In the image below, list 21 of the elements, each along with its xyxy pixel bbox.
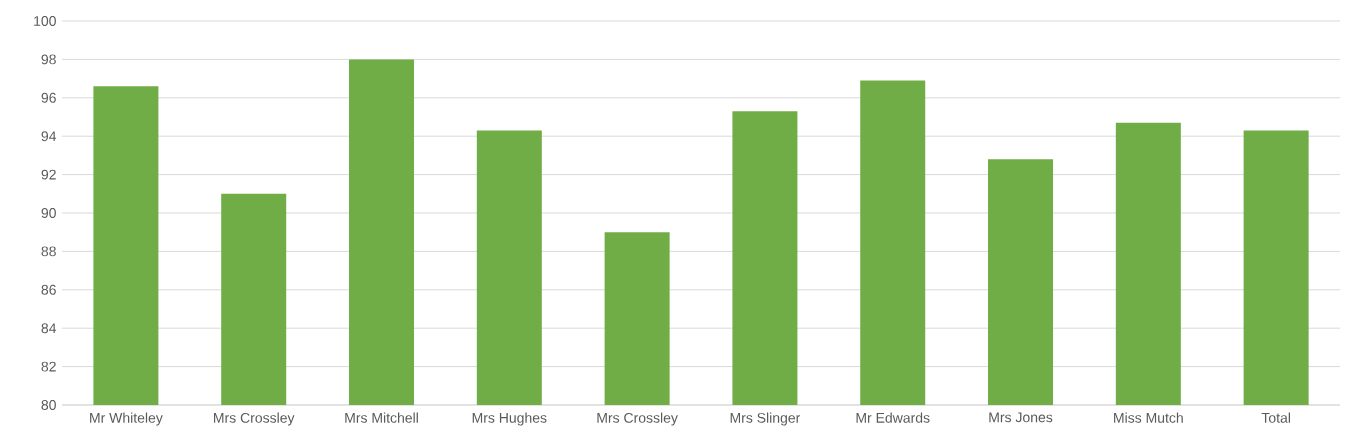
y-tick-label: 82	[41, 361, 56, 372]
y-tick-label: 88	[41, 246, 56, 257]
x-tick-label: Mrs Mitchell	[345, 412, 418, 423]
y-tick-label: 94	[41, 131, 57, 142]
y-tick-label: 98	[41, 54, 56, 65]
x-tick-label: Mrs Jones	[989, 412, 1053, 423]
x-tick-label: Mrs Hughes	[472, 412, 547, 426]
x-tick-label: Mr Whiteley	[90, 412, 163, 426]
y-tick-label: 100	[34, 16, 56, 26]
x-tick-label: Mrs Crossley	[214, 412, 295, 426]
x-tick-label: Total	[1261, 412, 1290, 423]
y-tick-label: 84	[41, 323, 57, 334]
x-tick-label: Mr Edwards	[856, 412, 930, 423]
y-tick-label: 90	[41, 208, 56, 218]
y-tick-label: 96	[41, 92, 56, 103]
x-tick-label: Miss Mutch	[1114, 412, 1183, 423]
x-tick-label: Mrs Crossley	[597, 412, 678, 426]
y-tick-label: 86	[41, 284, 56, 295]
x-tick-label: Mrs Slinger	[730, 412, 801, 426]
y-tick-label: 80	[41, 400, 56, 410]
y-tick-label: 92	[41, 169, 56, 180]
